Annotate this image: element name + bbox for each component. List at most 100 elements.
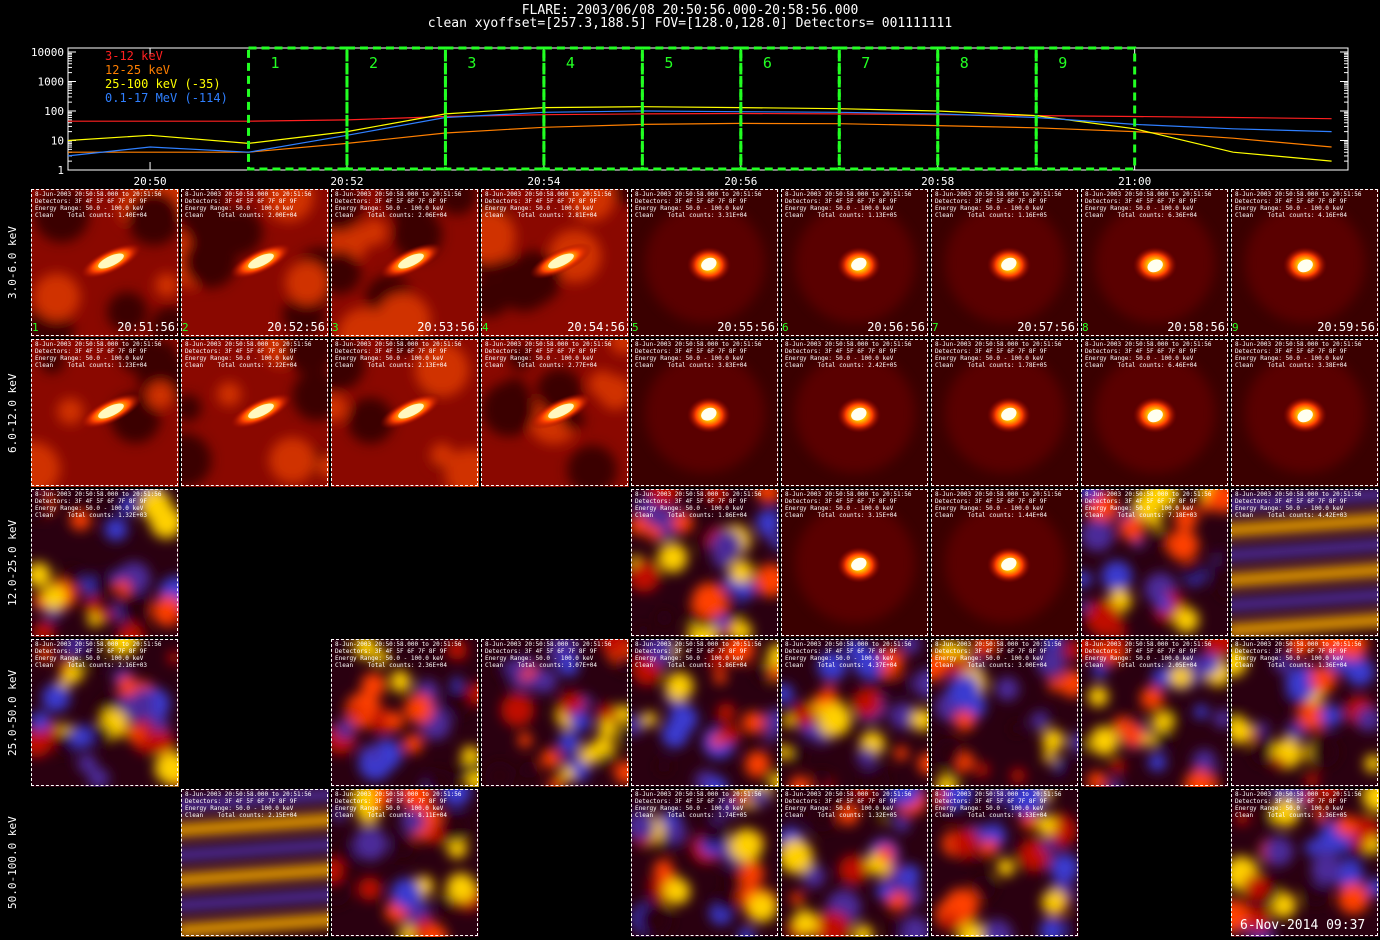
- panel-header-text: 8-Jun-2003 20:50:58.000 to 20:51:56 Dete…: [335, 191, 462, 219]
- panel-interval-number: 5: [632, 321, 639, 334]
- interval-label: 8: [960, 54, 969, 72]
- panel-header-text: 8-Jun-2003 20:50:58.000 to 20:51:56 Dete…: [485, 191, 612, 219]
- interval-label: 3: [467, 54, 476, 72]
- interval-box: [345, 46, 447, 171]
- panel-header-text: 8-Jun-2003 20:50:58.000 to 20:51:56 Dete…: [935, 791, 1062, 819]
- panel-header-text: 8-Jun-2003 20:50:58.000 to 20:51:56 Dete…: [1085, 341, 1212, 369]
- panel-image: [931, 639, 1079, 787]
- image-panel: 8-Jun-2003 20:50:58.000 to 20:51:56 Dete…: [931, 189, 1079, 337]
- series-line: [68, 112, 1332, 122]
- image-panel: 8-Jun-2003 20:50:58.000 to 20:51:56 Dete…: [1231, 789, 1379, 937]
- series-line: [68, 122, 1332, 153]
- image-panel: 8-Jun-2003 20:50:58.000 to 20:51:56 Dete…: [1231, 489, 1379, 637]
- row-energy-label: 50.0-100.0 keV: [6, 816, 19, 910]
- panel-header-text: 8-Jun-2003 20:50:58.000 to 20:51:56 Dete…: [935, 641, 1062, 669]
- image-panel: 8-Jun-2003 20:50:58.000 to 20:51:56 Dete…: [1231, 339, 1379, 487]
- panel-header-text: 8-Jun-2003 20:50:58.000 to 20:51:56 Dete…: [785, 191, 912, 219]
- panel-image: [481, 339, 629, 487]
- panel-interval-number: 9: [1232, 321, 1239, 334]
- legend-entry: 3-12 keV: [105, 49, 163, 63]
- y-tick-label: 10000: [31, 46, 64, 59]
- image-panel: 8-Jun-2003 20:50:58.000 to 20:51:56 Dete…: [331, 789, 479, 937]
- panel-image: [631, 789, 779, 937]
- panel-header-text: 8-Jun-2003 20:50:58.000 to 20:51:56 Dete…: [35, 641, 162, 669]
- image-panel: 8-Jun-2003 20:50:58.000 to 20:51:56 Dete…: [931, 339, 1079, 487]
- panel-image: [1081, 639, 1229, 787]
- panel-header-text: 8-Jun-2003 20:50:58.000 to 20:51:56 Dete…: [935, 191, 1062, 219]
- panel-header-text: 8-Jun-2003 20:50:58.000 to 20:51:56 Dete…: [1235, 791, 1362, 819]
- x-tick-label: 20:50: [133, 175, 166, 188]
- panel-image: [1081, 489, 1229, 637]
- panel-header-text: 8-Jun-2003 20:50:58.000 to 20:51:56 Dete…: [185, 191, 312, 219]
- panel-image: [631, 189, 779, 337]
- panel-header-text: 8-Jun-2003 20:50:58.000 to 20:51:56 Dete…: [635, 641, 762, 669]
- panel-header-text: 8-Jun-2003 20:50:58.000 to 20:51:56 Dete…: [935, 491, 1062, 519]
- image-panel: 8-Jun-2003 20:50:58.000 to 20:51:56 Dete…: [931, 789, 1079, 937]
- image-panel: 8-Jun-2003 20:50:58.000 to 20:51:56 Dete…: [331, 339, 479, 487]
- row-energy-label: 12.0-25.0 keV: [6, 519, 19, 607]
- panel-header-text: 8-Jun-2003 20:50:58.000 to 20:51:56 Dete…: [1085, 641, 1212, 669]
- lightcurve-plot: 10000 1000 100 10 1 20:50 20:52 20:54 20:56 20:58…: [31, 46, 1349, 188]
- panel-image: [1081, 189, 1229, 337]
- panel-image: [31, 639, 179, 787]
- panel-time: 20:54:56: [567, 320, 625, 334]
- panel-time: 20:58:56: [1167, 320, 1225, 334]
- panel-header-text: 8-Jun-2003 20:50:58.000 to 20:51:56 Dete…: [785, 791, 912, 819]
- panel-header-text: 8-Jun-2003 20:50:58.000 to 20:51:56 Dete…: [185, 341, 312, 369]
- panel-header-text: 8-Jun-2003 20:50:58.000 to 20:51:56 Dete…: [635, 341, 762, 369]
- panel-image: [481, 189, 629, 337]
- panel-header-text: 8-Jun-2003 20:50:58.000 to 20:51:56 Dete…: [335, 641, 462, 669]
- image-panel: 8-Jun-2003 20:50:58.000 to 20:51:56 Dete…: [781, 189, 929, 337]
- y-tick-label: 10: [51, 135, 64, 148]
- panel-image: [931, 339, 1079, 487]
- panel-time: 20:59:56: [1317, 320, 1375, 334]
- panel-time: 20:56:56: [867, 320, 925, 334]
- interval-label: 6: [763, 54, 772, 72]
- image-panel: 8-Jun-2003 20:50:58.000 to 20:51:56 Dete…: [631, 489, 779, 637]
- image-panel: 8-Jun-2003 20:50:58.000 to 20:51:56 Dete…: [781, 489, 929, 637]
- image-panel: 8-Jun-2003 20:50:58.000 to 20:51:56 Dete…: [1081, 489, 1229, 637]
- interval-label: 2: [369, 54, 378, 72]
- panel-image: [181, 789, 329, 937]
- panel-image: [781, 789, 929, 937]
- panel-header-text: 8-Jun-2003 20:50:58.000 to 20:51:56 Dete…: [635, 491, 762, 519]
- panel-interval-number: 4: [482, 321, 489, 334]
- panel-header-text: 8-Jun-2003 20:50:58.000 to 20:51:56 Dete…: [785, 341, 912, 369]
- panel-image: [31, 339, 179, 487]
- image-panel: 8-Jun-2003 20:50:58.000 to 20:51:56 Dete…: [481, 339, 629, 487]
- panel-header-text: 8-Jun-2003 20:50:58.000 to 20:51:56 Dete…: [1235, 341, 1362, 369]
- interval-label: 4: [566, 54, 575, 72]
- image-panel: 8-Jun-2003 20:50:58.000 to 20:51:56 Dete…: [1081, 639, 1229, 787]
- panel-time: 20:57:56: [1017, 320, 1075, 334]
- panel-image: [331, 639, 479, 787]
- panel-interval-number: 2: [182, 321, 189, 334]
- image-panel: 8-Jun-2003 20:50:58.000 to 20:51:56 Dete…: [781, 339, 929, 487]
- image-panel: 8-Jun-2003 20:50:58.000 to 20:51:56 Dete…: [331, 639, 479, 787]
- row-energy-label: 25.0-50.0 keV: [6, 669, 19, 757]
- x-tick-label: 21:00: [1118, 175, 1151, 188]
- image-panel: 8-Jun-2003 20:50:58.000 to 20:51:56 Dete…: [631, 189, 779, 337]
- legend-entry: 12-25 keV: [105, 63, 170, 77]
- panel-header-text: 8-Jun-2003 20:50:58.000 to 20:51:56 Dete…: [485, 341, 612, 369]
- panel-interval-number: 3: [332, 321, 339, 334]
- image-panel: 8-Jun-2003 20:50:58.000 to 20:51:56 Dete…: [31, 639, 179, 787]
- interval-label: 9: [1058, 54, 1067, 72]
- panel-header-text: 8-Jun-2003 20:50:58.000 to 20:51:56 Dete…: [785, 641, 912, 669]
- panel-time: 20:52:56: [267, 320, 325, 334]
- panel-header-text: 8-Jun-2003 20:50:58.000 to 20:51:56 Dete…: [335, 341, 462, 369]
- panel-image: [781, 489, 929, 637]
- panel-header-text: 8-Jun-2003 20:50:58.000 to 20:51:56 Dete…: [635, 791, 762, 819]
- image-panel: 8-Jun-2003 20:50:58.000 to 20:51:56 Dete…: [631, 639, 779, 787]
- panel-header-text: 8-Jun-2003 20:50:58.000 to 20:51:56 Dete…: [35, 491, 162, 519]
- image-panel: 8-Jun-2003 20:50:58.000 to 20:51:56 Dete…: [631, 339, 779, 487]
- x-tick-label: 20:56: [724, 175, 757, 188]
- image-panel: 8-Jun-2003 20:50:58.000 to 20:51:56 Dete…: [931, 639, 1079, 787]
- interval-box: [542, 46, 644, 171]
- y-tick-label: 100: [44, 105, 64, 118]
- panel-header-text: 8-Jun-2003 20:50:58.000 to 20:51:56 Dete…: [635, 191, 762, 219]
- image-panel: 8-Jun-2003 20:50:58.000 to 20:51:56 Dete…: [31, 339, 179, 487]
- panel-image: [631, 339, 779, 487]
- panel-time: 20:53:56: [417, 320, 475, 334]
- panel-header-text: 8-Jun-2003 20:50:58.000 to 20:51:56 Dete…: [1085, 191, 1212, 219]
- panel-header-text: 8-Jun-2003 20:50:58.000 to 20:51:56 Dete…: [1235, 191, 1362, 219]
